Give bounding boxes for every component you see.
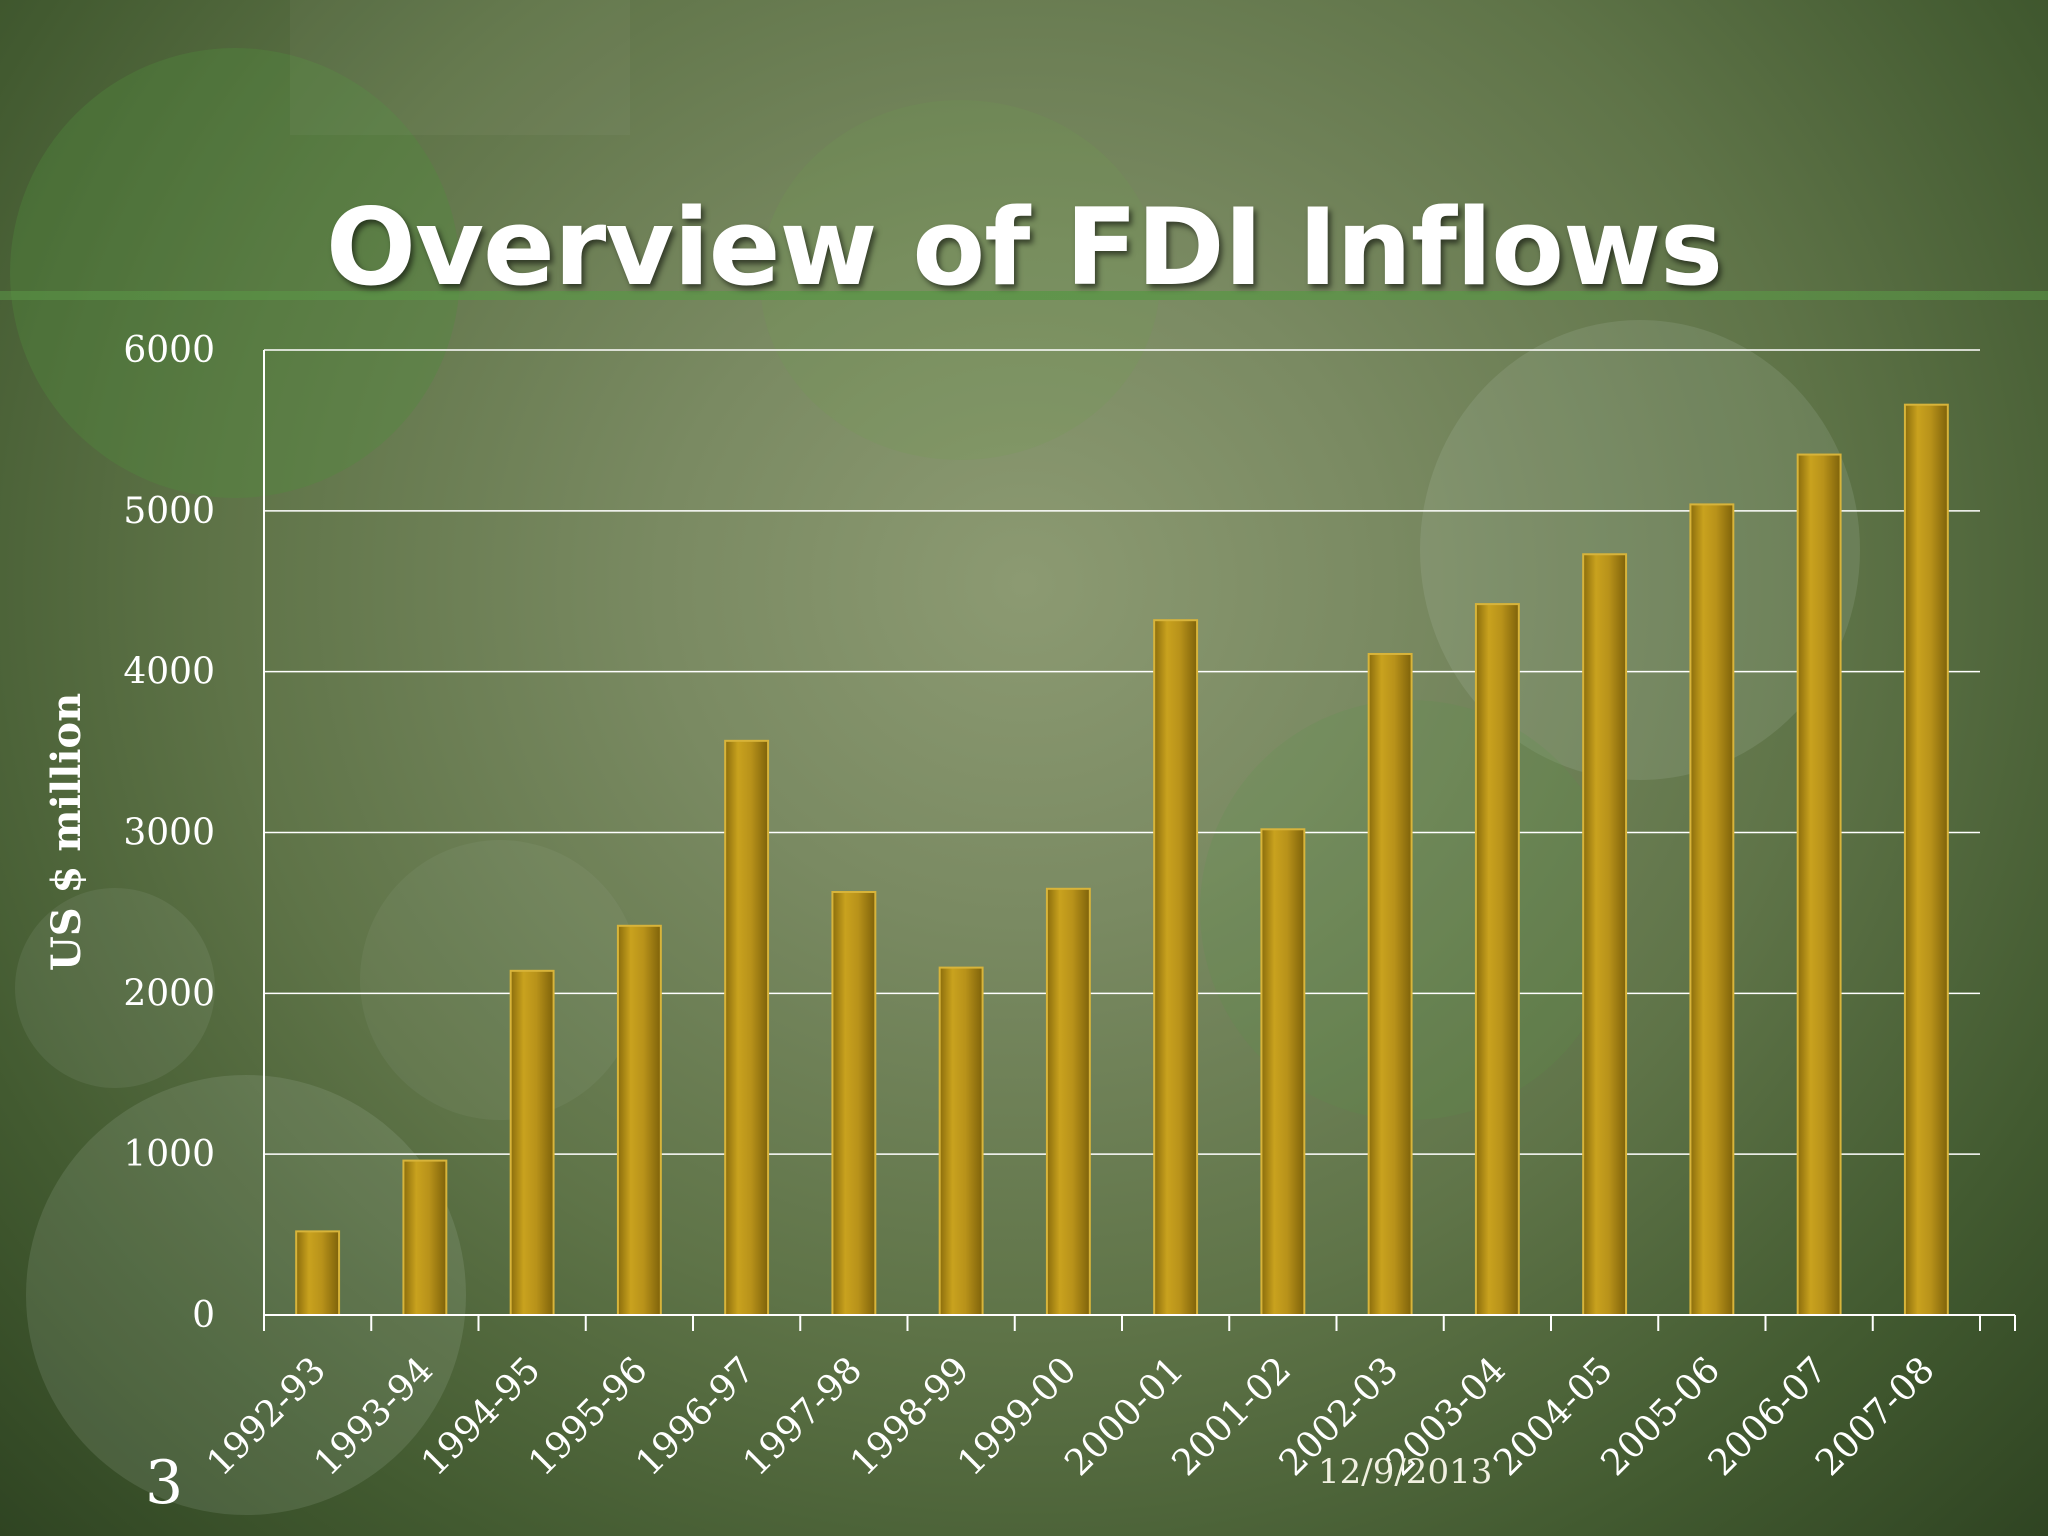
bar <box>1367 652 1413 1316</box>
bars <box>295 403 1949 1317</box>
slide-number: 3 <box>145 1448 184 1518</box>
axes <box>263 350 2016 1331</box>
bar <box>724 739 770 1316</box>
title-divider <box>0 291 2048 300</box>
bar <box>1689 503 1735 1316</box>
x-tick-label: 1994-95 <box>414 1349 549 1484</box>
x-tick-label: 1993-94 <box>306 1349 441 1484</box>
bar <box>295 1230 341 1317</box>
bar <box>402 1159 448 1316</box>
bar <box>1045 887 1091 1317</box>
x-tick-label: 2007-08 <box>1808 1349 1943 1484</box>
bar <box>1153 619 1199 1316</box>
bar <box>1796 453 1842 1316</box>
x-tick-label: 2005-06 <box>1593 1349 1728 1484</box>
bar <box>616 924 662 1316</box>
x-tick-label: 1992-93 <box>199 1349 334 1484</box>
x-tick-label: 1996-97 <box>628 1349 763 1484</box>
x-tick-label: 2006-07 <box>1701 1349 1836 1484</box>
bar <box>1582 553 1628 1316</box>
y-tick-label: 0 <box>192 1295 215 1336</box>
footer-date: 12/9/2013 <box>1318 1452 1493 1492</box>
x-tick-label: 2001-02 <box>1164 1349 1299 1484</box>
x-tick-label: 1999-00 <box>950 1349 1085 1484</box>
y-tick-label: 6000 <box>123 330 215 371</box>
y-tick-label: 4000 <box>123 652 215 693</box>
x-tick-label: 2000-01 <box>1057 1349 1192 1484</box>
slide-title: Overview of FDI Inflows <box>325 186 1723 309</box>
bar <box>509 969 555 1316</box>
x-tick-label: 2004-05 <box>1486 1349 1621 1484</box>
x-tick-label: 1998-99 <box>843 1349 978 1484</box>
bar <box>938 966 984 1316</box>
y-tick-label: 5000 <box>123 491 215 532</box>
y-tick-label: 3000 <box>123 813 215 854</box>
x-tick-label: 1995-96 <box>521 1349 656 1484</box>
bar <box>1903 403 1949 1316</box>
bar <box>1260 828 1306 1316</box>
y-tick-label: 1000 <box>123 1134 215 1175</box>
y-axis-label: US $ million <box>43 693 90 971</box>
x-tick-label: 1997-98 <box>735 1349 870 1484</box>
bar <box>831 891 877 1317</box>
x-tick-labels: 1992-931993-941994-951995-961996-971997-… <box>199 1349 1943 1484</box>
bar <box>1474 603 1520 1316</box>
y-tick-label: 2000 <box>123 973 215 1014</box>
y-tick-labels: 0 1000 2000 3000 4000 5000 6000 <box>123 330 215 1336</box>
